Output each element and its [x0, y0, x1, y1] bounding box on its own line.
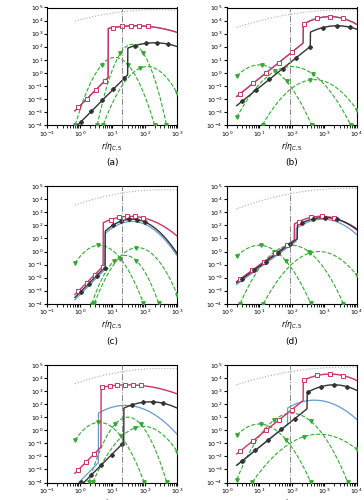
Text: (d): (d) — [285, 336, 298, 345]
X-axis label: $r/\eta_{C,5}$: $r/\eta_{C,5}$ — [281, 498, 302, 500]
Text: (b): (b) — [285, 158, 298, 167]
Text: (c): (c) — [106, 336, 118, 345]
X-axis label: $r/\eta_{C,5}$: $r/\eta_{C,5}$ — [281, 140, 302, 152]
X-axis label: $r/\eta_{C,5}$: $r/\eta_{C,5}$ — [102, 140, 123, 152]
X-axis label: $r/\eta_{C,5}$: $r/\eta_{C,5}$ — [102, 498, 123, 500]
Text: (a): (a) — [106, 158, 119, 167]
X-axis label: $r/\eta_{C,5}$: $r/\eta_{C,5}$ — [102, 318, 123, 332]
X-axis label: $r/\eta_{C,5}$: $r/\eta_{C,5}$ — [281, 318, 302, 332]
